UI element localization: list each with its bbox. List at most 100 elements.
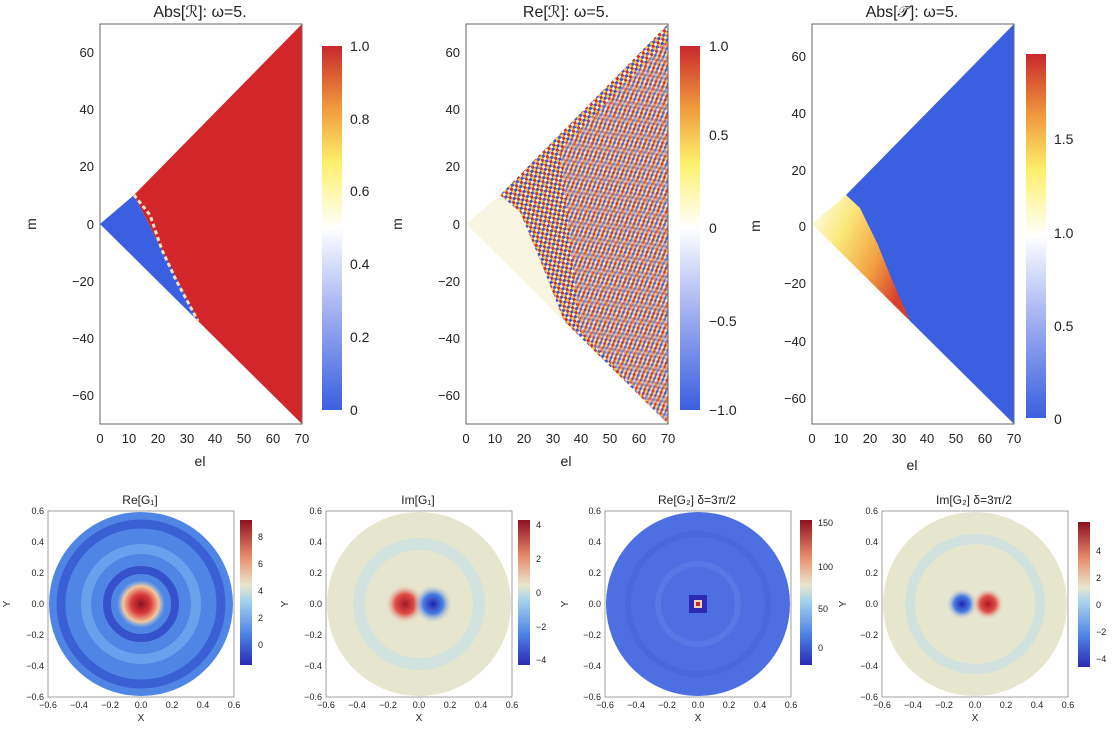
y-tick: −0.4 [860,661,878,671]
y-tick: 0.0 [31,599,44,609]
x-tick: 60 [632,431,646,446]
chart-title: Abs[ℛ]: ω=5. [153,4,246,21]
y-tick: 20 [80,159,94,174]
colorbar [1026,54,1046,418]
y-axis-label: Y [2,600,13,607]
x-tick: 70 [661,431,675,446]
colorbar-tick: −4 [536,655,546,665]
x-tick: 50 [949,431,963,446]
y-tick: −0.6 [304,692,322,702]
x-tick: 0.2 [166,700,179,710]
colorbar-tick: 4 [536,520,541,530]
x-tick: −0.4 [348,700,366,710]
colorbar-ticks: 8 6 4 2 0 [258,532,263,650]
y-tick: 0.4 [31,537,44,547]
colorbar-tick: 0 [536,588,541,598]
y-tick: 40 [80,102,94,117]
x-tick: −0.2 [935,700,953,710]
x-tick: 30 [180,431,194,446]
colorbar-tick: 4 [1096,546,1101,556]
colorbar-ticks: 4 2 0 −2 −4 [1096,546,1106,664]
x-tick: −0.4 [70,700,88,710]
colorbar-tick: 1.5 [1054,131,1074,147]
colorbar-ticks: 4 2 0 −2 −4 [536,520,546,665]
plot-frame [465,23,669,425]
x-axis-label: X [138,713,145,724]
plot-area [100,24,302,424]
y-tick: 0.6 [309,506,322,516]
y-tick: 0.0 [309,599,322,609]
panel-abs-r: Abs[ℛ]: ω=5. 0 10 20 30 40 50 60 70 60 4… [23,4,370,469]
colorbar-tick: 0.2 [350,329,370,345]
x-tick: −0.2 [379,700,397,710]
y-tick: 0.6 [865,506,878,516]
y-tick: −20 [72,274,94,289]
y-tick: 20 [446,159,460,174]
y-tick: 0 [799,219,806,234]
colorbar-tick: 2 [536,554,541,564]
y-tick: −60 [72,388,94,403]
y-tick: 0.4 [865,537,878,547]
x-tick: 0.0 [969,700,982,710]
y-tick: −0.2 [304,630,322,640]
ring [56,519,226,689]
colorbar-tick: 0 [1054,411,1062,427]
central-peak [117,580,165,628]
x-axis-label: el [907,457,918,473]
region-saturated [134,24,302,424]
colorbar-tick: 0 [258,640,263,650]
x-tick: 40 [920,431,934,446]
colorbar-tick: 4 [258,586,263,596]
x-tick: −0.2 [658,700,676,710]
x-tick: 0.4 [754,700,767,710]
y-tick: −60 [438,388,460,403]
y-tick: 60 [792,49,806,64]
y-ticks: 60 40 20 0 −20 −40 −60 [784,49,806,406]
y-axis-label: m [23,218,39,230]
y-tick: −0.6 [860,692,878,702]
colorbar-tick: 0 [1096,600,1101,610]
y-axis-label: Y [280,600,291,607]
y-tick: −0.4 [26,661,44,671]
y-ticks: 0.6 0.4 0.2 0.0 −0.2 −0.4 −0.6 [583,506,601,702]
y-tick: 60 [80,45,94,60]
x-tick: 20 [151,431,165,446]
x-tick: −0.6 [596,700,614,710]
y-axis-label: m [747,220,763,232]
panel-re-g2: Re[G₂] δ=3π/2 −0.6 −0.4 −0.2 0.0 0.2 0.4… [560,493,833,724]
colorbar-tick: 0.5 [1054,318,1074,334]
y-tick: 0.4 [588,537,601,547]
x-tick: 0.0 [692,700,705,710]
colorbar-ticks: 1.0 0.8 0.6 0.4 0.2 0 [350,38,370,418]
panel-abs-t: Abs[𝒯̃]: ω=5. 0 10 20 30 40 50 60 70 60 … [747,4,1074,473]
colorbar-tick: 1.0 [350,38,370,54]
y-tick: 60 [446,45,460,60]
colorbar-tick: −2 [536,622,546,632]
chart-title: Abs[𝒯̃]: ω=5. [866,4,959,21]
chart-title: Im[G₁] [401,493,434,507]
x-ticks: 0 10 20 30 40 50 60 70 [96,431,309,446]
x-tick: 40 [574,431,588,446]
colorbar-ticks: 150 100 50 0 [818,518,833,653]
ring [353,538,485,670]
x-tick: 70 [295,431,309,446]
x-axis-label: X [416,713,423,724]
colorbar-tick: 1.0 [709,38,729,54]
y-tick: 40 [446,102,460,117]
panel-im-g2: Im[G₂] δ=3π/2 −0.6 −0.4 −0.2 0.0 0.2 0.4… [838,493,1106,724]
x-tick: 20 [517,431,531,446]
colorbar-tick: −4 [1096,654,1106,664]
x-tick: 60 [266,431,280,446]
colorbar-tick: 2 [1096,573,1101,583]
y-tick: 0.6 [31,506,44,516]
colorbar-tick: −1.0 [709,402,737,418]
colorbar-tick: −0.5 [709,313,737,329]
plot-frame [811,23,1015,425]
x-tick: −0.6 [39,700,57,710]
y-tick: −0.4 [583,661,601,671]
plot-area [812,24,1014,424]
y-tick: −40 [72,331,94,346]
y-axis-label: m [389,218,405,230]
panel-re-r: Re[ℛ]: ω=5. 0 10 20 30 40 50 60 70 60 40… [389,4,737,469]
x-tick: 0.6 [785,700,798,710]
